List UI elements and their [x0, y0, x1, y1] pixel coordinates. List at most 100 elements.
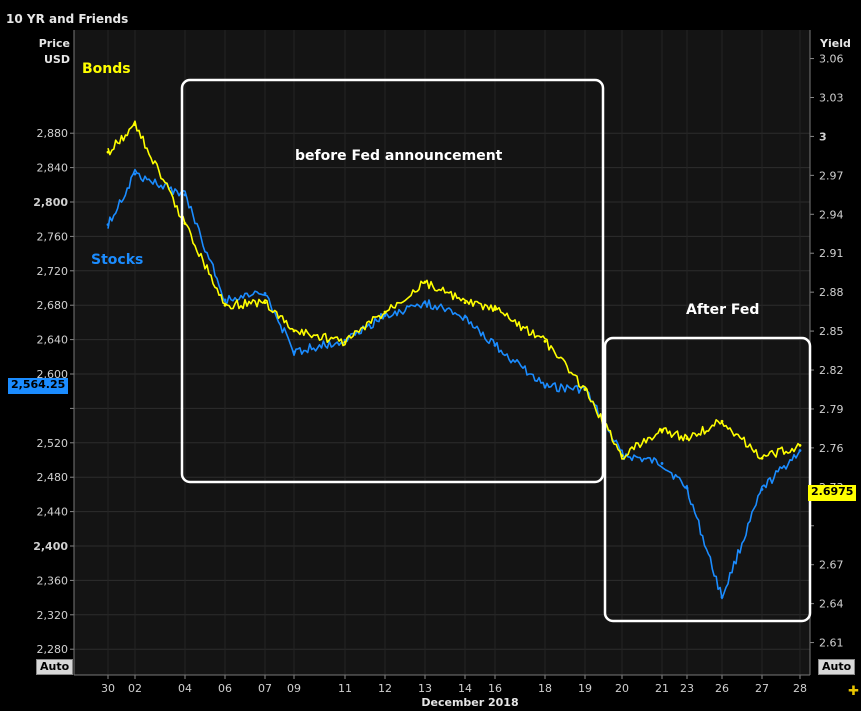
x-tick-label: 26	[715, 682, 729, 695]
data-point-bonds	[463, 301, 467, 305]
left-tick-label: 2,320	[37, 609, 69, 622]
x-tick-label: 30	[101, 682, 115, 695]
left-tick-label: 2,520	[37, 437, 69, 450]
left-tick-label: 2,800	[33, 196, 68, 209]
x-tick-label: 23	[680, 682, 694, 695]
left-tick-label: 2,280	[37, 643, 69, 656]
right-tick-label: 3.06	[819, 53, 844, 66]
data-point-stocks	[720, 595, 724, 599]
series-line-bonds	[107, 120, 801, 460]
left-tick-label: 2,360	[37, 574, 69, 587]
data-point-bonds	[292, 329, 296, 333]
stocks-label: Stocks	[91, 252, 143, 268]
right-tick-label: 2.82	[819, 364, 844, 377]
data-point-stocks	[263, 292, 267, 295]
data-point-bonds	[133, 123, 137, 126]
right-tick-label: 2.88	[819, 286, 844, 299]
x-tick-label: 12	[378, 682, 392, 695]
last-price-tag: 2,564.25	[8, 378, 69, 394]
data-point-bonds	[543, 339, 547, 343]
x-tick-label: 27	[755, 682, 769, 695]
left-tick-label: 2,720	[37, 265, 69, 278]
data-point-bonds	[183, 222, 187, 225]
right-tick-label: 2.76	[819, 442, 844, 455]
right-tick-label: 3	[819, 130, 827, 143]
data-point-bonds	[760, 456, 764, 460]
data-point-bonds	[106, 150, 110, 154]
data-point-stocks	[760, 488, 764, 491]
plot-area[interactable]	[74, 30, 810, 675]
data-point-stocks	[463, 315, 467, 319]
left-auto-scale-button[interactable]: Auto	[36, 659, 74, 675]
right-tick-label: 2.61	[819, 637, 844, 650]
axes: 2,280 2,320 2,360 2,400 2,440 2,480 2,520 2,600…	[33, 30, 844, 695]
x-tick-label: 14	[458, 682, 472, 695]
right-axis-title: Yield	[819, 37, 851, 50]
data-point-bonds	[493, 308, 497, 311]
data-point-bonds	[383, 310, 387, 314]
data-point-bonds	[660, 428, 664, 432]
x-tick-label: 04	[178, 682, 192, 695]
right-tick-label: 2.91	[819, 247, 844, 260]
data-point-stocks	[660, 462, 664, 465]
data-point-stocks	[685, 486, 689, 490]
data-point-stocks	[383, 314, 387, 317]
right-tick-label: 2.94	[819, 208, 844, 221]
x-tick-label: 18	[538, 682, 552, 695]
x-tick-label: 11	[338, 682, 352, 695]
right-tick-label: 2.67	[819, 559, 844, 572]
right-auto-scale-button[interactable]: Auto	[818, 659, 856, 675]
data-point-bonds	[583, 388, 587, 391]
data-point-stocks	[423, 301, 427, 304]
x-tick-label: 16	[488, 682, 502, 695]
series-line-stocks	[107, 168, 801, 600]
last-yield-tag: 2.6975	[808, 485, 857, 501]
left-axis-title-line2: USD	[44, 53, 70, 66]
data-point-bonds	[685, 437, 689, 440]
data-point-stocks	[292, 350, 296, 354]
x-axis-month-label: December 2018	[421, 696, 518, 709]
left-axis-title-line1: Price	[39, 37, 70, 50]
left-tick-label: 2,760	[37, 230, 69, 243]
right-tick-label: 3.03	[819, 91, 844, 104]
data-point-bonds	[263, 301, 267, 305]
data-point-stocks	[183, 193, 187, 197]
left-tick-label: 2,680	[37, 299, 69, 312]
x-tick-label: 21	[655, 682, 669, 695]
x-tick-label: 09	[287, 682, 301, 695]
chart-settings-icon[interactable]: ✚	[848, 684, 859, 699]
x-tick-label: 06	[218, 682, 232, 695]
before-fed-box	[180, 78, 605, 484]
right-tick-label: 2.97	[819, 169, 844, 182]
data-point-bonds	[620, 454, 624, 458]
data-point-bonds	[343, 340, 347, 344]
x-tick-label: 07	[258, 682, 272, 695]
data-point-stocks	[543, 385, 547, 389]
data-point-stocks	[798, 449, 802, 452]
bonds-label: Bonds	[82, 61, 131, 77]
series-lines	[106, 120, 802, 600]
data-point-stocks	[493, 343, 497, 347]
x-tick-label: 13	[418, 682, 432, 695]
data-point-stocks	[133, 172, 137, 176]
left-tick-label: 2,880	[37, 127, 69, 140]
left-tick-label: 2,640	[37, 334, 69, 347]
x-tick-label: 19	[578, 682, 592, 695]
data-point-stocks	[223, 298, 227, 302]
left-tick-label: 2,400	[33, 540, 68, 553]
chart-title: 10 YR and Friends	[6, 12, 128, 26]
right-tick-label: 2.64	[819, 598, 844, 611]
after-fed-annotation: After Fed	[686, 302, 759, 318]
before-fed-annotation: before Fed announcement	[295, 148, 503, 164]
left-tick-label: 2,480	[37, 471, 69, 484]
right-tick-label: 2.85	[819, 325, 844, 338]
data-point-bonds	[423, 280, 427, 284]
data-point-stocks	[106, 223, 110, 227]
data-point-bonds	[223, 303, 227, 307]
left-tick-label: 2,600	[37, 368, 69, 381]
x-tick-label: 02	[128, 682, 142, 695]
left-tick-label: 2,440	[37, 506, 69, 519]
data-point-bonds	[798, 443, 802, 447]
after-fed-box	[603, 336, 812, 623]
